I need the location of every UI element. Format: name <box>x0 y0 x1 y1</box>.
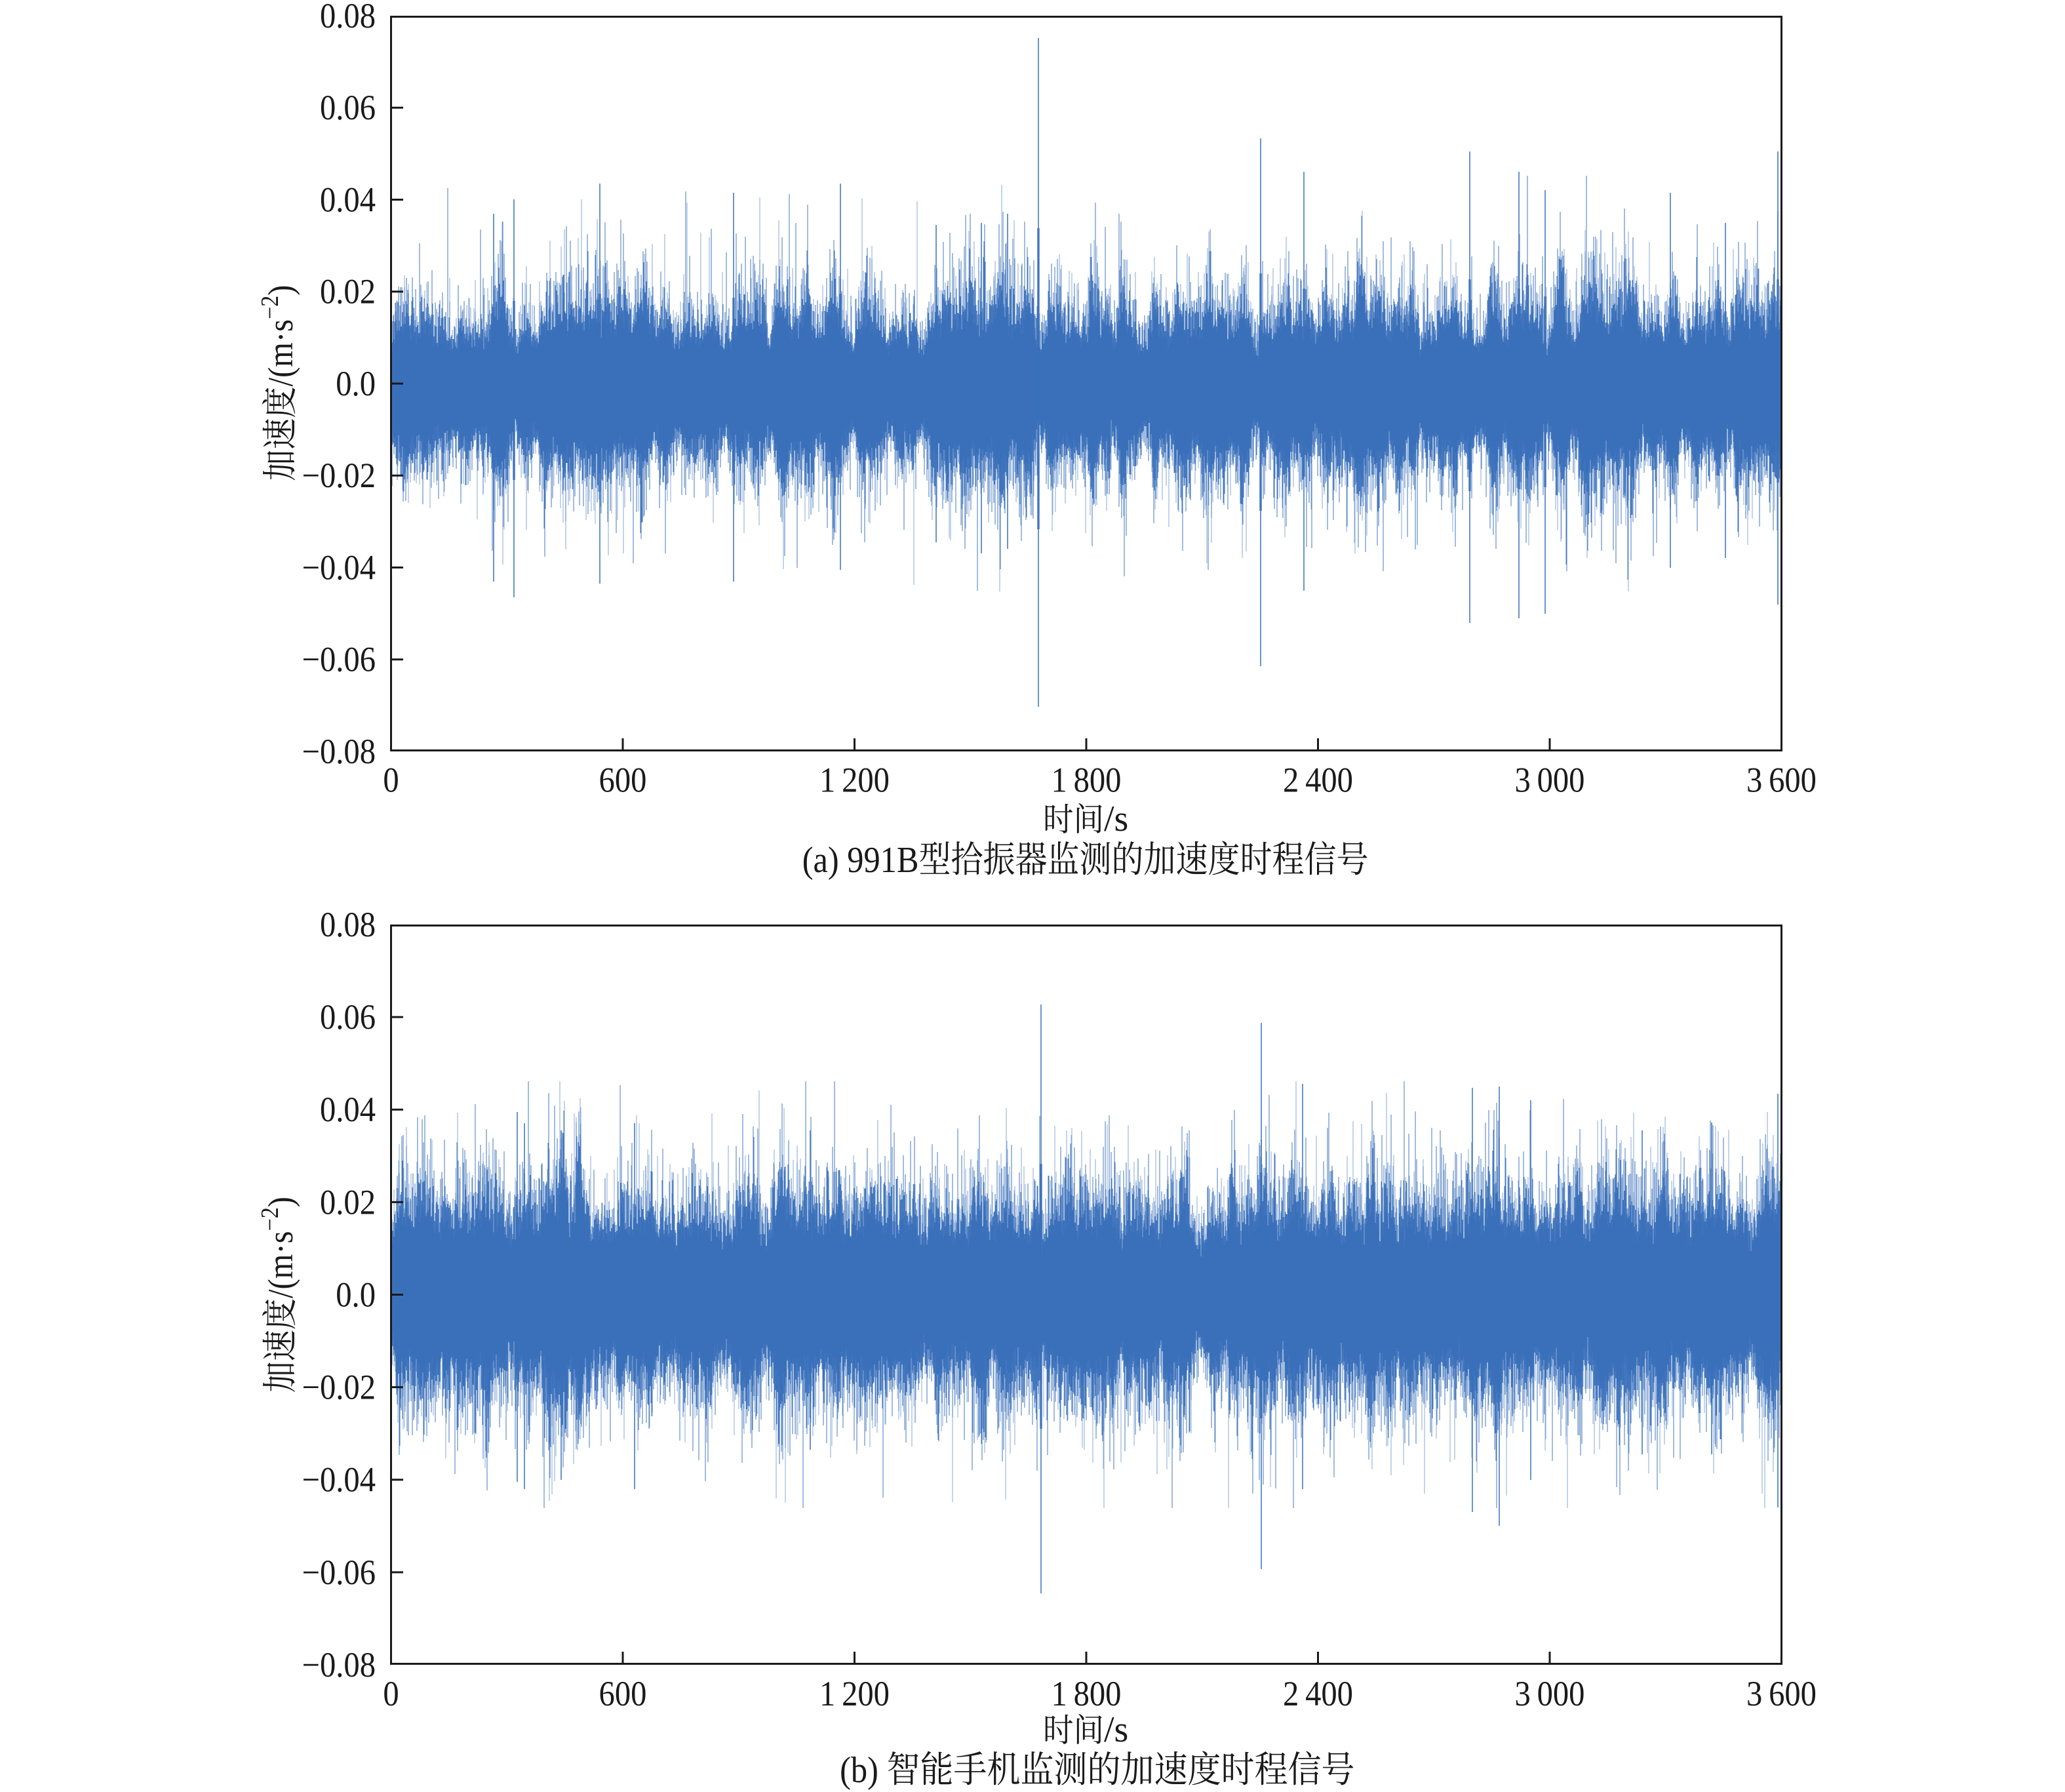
svg-text:−0.04: −0.04 <box>302 1460 376 1500</box>
svg-text:−2: −2 <box>256 296 283 319</box>
svg-text:0: 0 <box>383 761 399 800</box>
svg-text:/s: /s <box>1104 1709 1128 1750</box>
svg-text:2 400: 2 400 <box>1283 1675 1353 1714</box>
svg-text:−0.06: −0.06 <box>302 1553 376 1592</box>
svg-text:2 400: 2 400 <box>1283 761 1353 800</box>
svg-text:3 600: 3 600 <box>1746 761 1817 800</box>
svg-text:0.02: 0.02 <box>320 272 376 311</box>
svg-text:0.0: 0.0 <box>336 365 376 404</box>
svg-text:3 000: 3 000 <box>1515 761 1585 800</box>
svg-text:3 600: 3 600 <box>1746 1675 1817 1714</box>
svg-text:1 200: 1 200 <box>819 1675 890 1714</box>
svg-text:−0.08: −0.08 <box>302 1646 376 1685</box>
svg-text:0.08: 0.08 <box>320 906 376 945</box>
svg-text:(a) 991B: (a) 991B <box>802 840 919 881</box>
svg-text:0.0: 0.0 <box>336 1275 376 1315</box>
svg-text:1 800: 1 800 <box>1052 1675 1122 1714</box>
svg-text:(b): (b) <box>840 1750 878 1791</box>
svg-text:0.06: 0.06 <box>320 89 376 128</box>
svg-text:/s: /s <box>1104 799 1128 839</box>
svg-text:/(m·s: /(m·s <box>262 319 301 387</box>
svg-text:0.08: 0.08 <box>320 0 376 36</box>
svg-text:0: 0 <box>383 1675 399 1714</box>
svg-text:−0.02: −0.02 <box>302 456 376 496</box>
svg-text:0.04: 0.04 <box>320 180 376 220</box>
svg-text:0.02: 0.02 <box>320 1183 376 1222</box>
svg-text:−2: −2 <box>256 1207 283 1231</box>
svg-text:−0.06: −0.06 <box>302 640 376 679</box>
svg-text:3 000: 3 000 <box>1515 1675 1585 1714</box>
svg-text:−0.04: −0.04 <box>302 548 376 587</box>
svg-text:1 800: 1 800 <box>1052 761 1122 800</box>
svg-text:1 200: 1 200 <box>819 761 890 800</box>
svg-text:/(m·s: /(m·s <box>262 1231 301 1298</box>
svg-text:600: 600 <box>599 761 647 800</box>
svg-text:0.06: 0.06 <box>320 998 376 1037</box>
svg-text:): ) <box>262 285 301 296</box>
svg-text:−0.02: −0.02 <box>302 1368 376 1407</box>
svg-text:0.04: 0.04 <box>320 1090 376 1130</box>
svg-text:): ) <box>262 1197 301 1207</box>
svg-text:600: 600 <box>599 1675 647 1714</box>
svg-text:−0.08: −0.08 <box>302 732 376 772</box>
